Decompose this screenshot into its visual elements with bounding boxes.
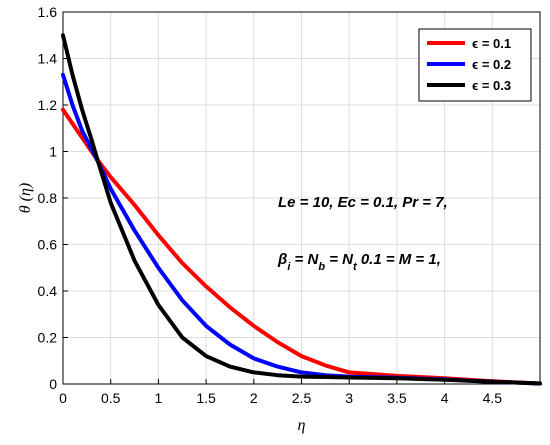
annotation-line-2: βi = Nb = Nt 0.1 = M = 1, [277, 251, 441, 273]
y-tick-label: 0.2 [38, 330, 58, 346]
x-tick-label: 4.5 [483, 390, 503, 406]
y-tick-label: 1.6 [38, 4, 58, 20]
x-tick-label: 1.5 [196, 390, 216, 406]
x-tick-label: 0 [59, 390, 67, 406]
legend-label: ϵ = 0.3 [472, 78, 511, 93]
chart-legend: ϵ = 0.1 ϵ = 0.2 ϵ = 0.3 [418, 28, 532, 102]
series-line [61, 33, 542, 386]
y-tick-label: 0.8 [38, 190, 58, 206]
y-tick-label: 1 [49, 144, 57, 160]
y-tick-label: 1.2 [38, 97, 58, 113]
axis-ticks: 0 0.5 1 1.5 2 2.5 3 3.5 4 4.5 0 0.2 0.4 0.6 0.8 1 1.2 1.4… [38, 4, 503, 406]
y-tick-label: 1.4 [38, 51, 58, 67]
x-axis-label: η [298, 417, 306, 434]
x-tick-label: 0.5 [101, 390, 121, 406]
x-tick-label: 3 [345, 390, 353, 406]
legend-label: ϵ = 0.2 [472, 57, 511, 72]
legend-label: ϵ = 0.1 [472, 36, 511, 51]
x-tick-label: 2.5 [292, 390, 312, 406]
x-tick-label: 1 [155, 390, 163, 406]
x-tick-label: 4 [441, 390, 449, 406]
data-series [61, 33, 542, 386]
chart-annotations: Le = 10, Ec = 0.1, Pr = 7, βi = Nb = Nt 0… [277, 194, 448, 273]
annotation-line-1: Le = 10, Ec = 0.1, Pr = 7, [278, 194, 448, 211]
y-tick-label: 0.4 [38, 283, 58, 299]
y-tick-label: 0 [49, 376, 57, 392]
y-tick-label: 0.6 [38, 237, 58, 253]
x-tick-label: 3.5 [387, 390, 407, 406]
y-axis-label: θ (η) [17, 183, 34, 213]
x-tick-label: 2 [250, 390, 258, 406]
